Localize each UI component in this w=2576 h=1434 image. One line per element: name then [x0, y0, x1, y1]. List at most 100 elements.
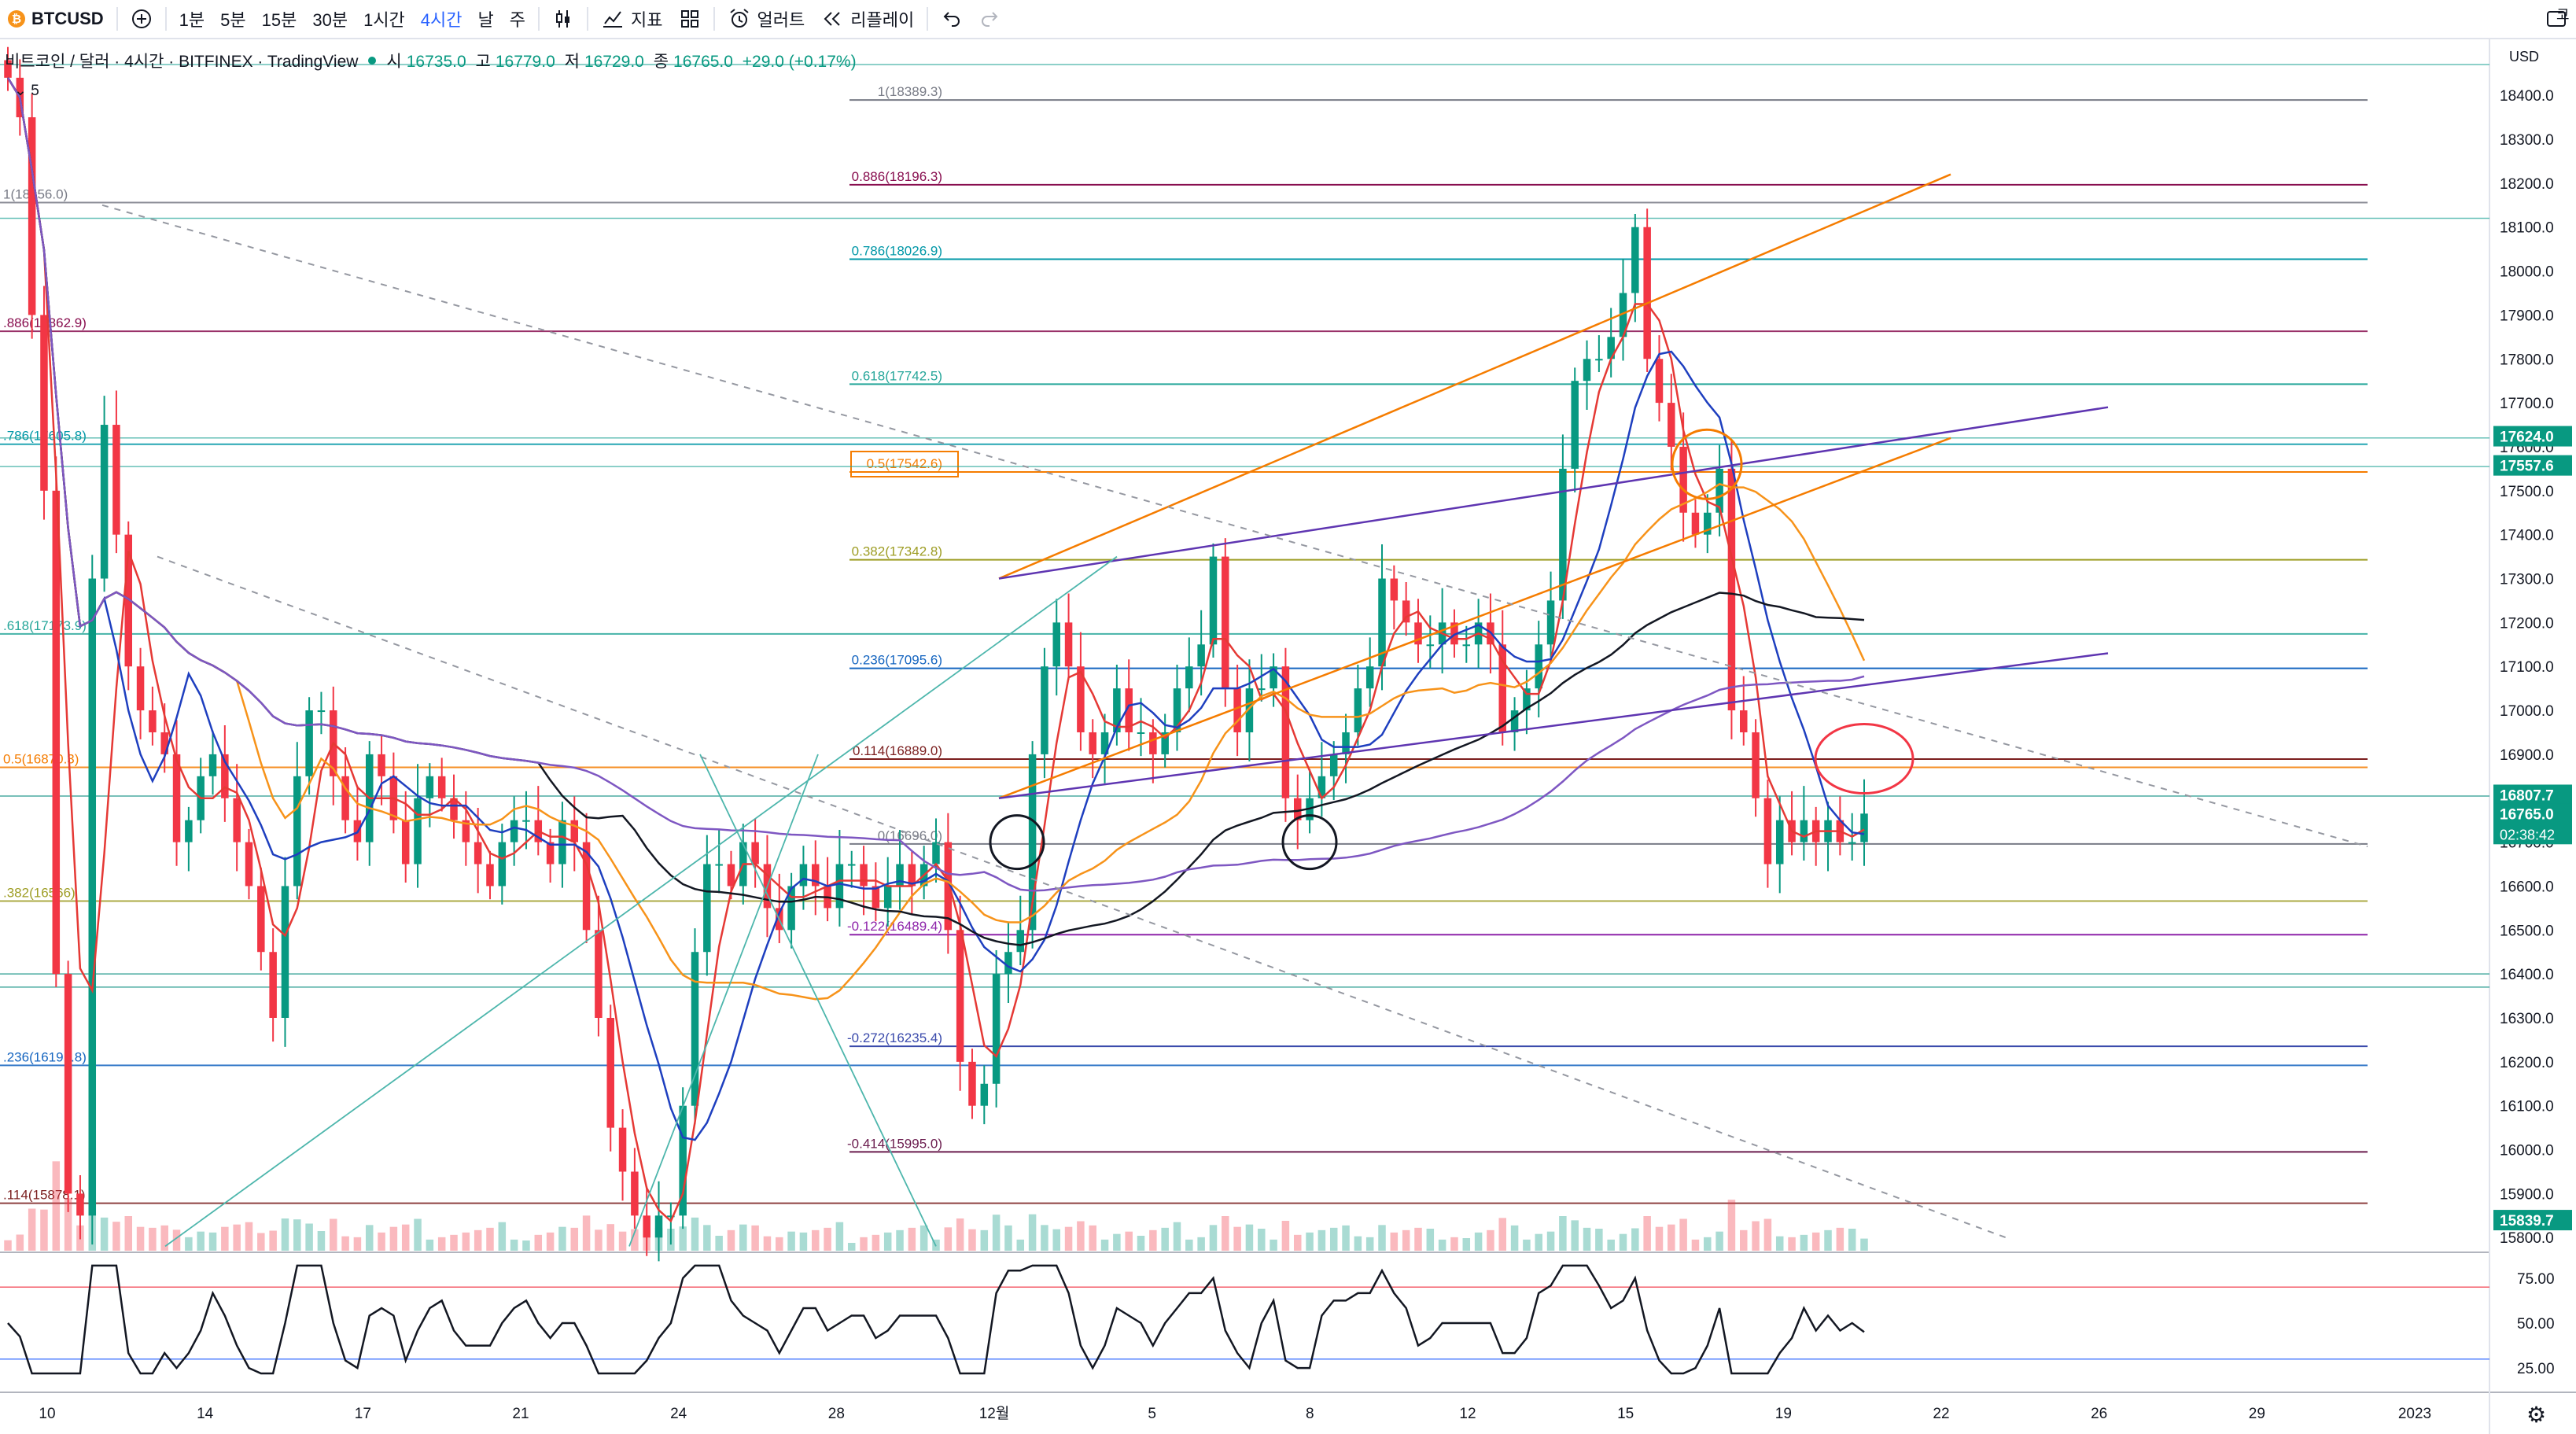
- candle-body: [1691, 512, 1700, 535]
- indicators-button[interactable]: 지표: [593, 0, 670, 39]
- candle-body: [1655, 359, 1664, 404]
- fib-level-label-left: .382(16566): [3, 885, 76, 900]
- volume-bar: [787, 1231, 795, 1251]
- compare-button[interactable]: [123, 0, 160, 39]
- candle-body: [124, 534, 132, 667]
- price-tick-label: 16900.0: [2500, 747, 2554, 764]
- grid-icon: [680, 10, 698, 28]
- fib-level-label: -0.272(16235.4): [847, 1030, 942, 1045]
- volume-bar: [197, 1231, 205, 1251]
- high-value: 16779.0: [495, 53, 555, 71]
- timeframe-30m[interactable]: 30분: [312, 10, 348, 30]
- volume-bar: [1222, 1216, 1229, 1251]
- volume-bar: [751, 1225, 759, 1251]
- volume-bar: [76, 1225, 84, 1251]
- fib-level-label-left: .618(17173.9): [3, 618, 87, 633]
- volume-bar: [1402, 1229, 1410, 1251]
- price-tick-label: 17300.0: [2500, 572, 2554, 588]
- candle-body: [992, 974, 1001, 1084]
- volume-bar: [16, 1234, 24, 1251]
- price-tick-label: 18400.0: [2500, 88, 2554, 105]
- volume-bar: [221, 1226, 229, 1251]
- candle-body: [426, 776, 434, 798]
- volume-bar: [1487, 1229, 1494, 1251]
- candle-body: [1258, 688, 1266, 691]
- volume-bar: [462, 1232, 470, 1251]
- volume-bar: [1113, 1233, 1121, 1251]
- volume-bar: [1836, 1227, 1844, 1251]
- price-tick-label: 16200.0: [2500, 1055, 2554, 1071]
- volume-bar: [1510, 1225, 1519, 1251]
- volume-bar: [1041, 1225, 1048, 1251]
- volume-bar: [715, 1236, 723, 1251]
- chart-type-button[interactable]: [544, 0, 582, 39]
- alerts-button[interactable]: 얼러트: [720, 0, 813, 39]
- timeframe-4h[interactable]: 4시간: [420, 10, 463, 30]
- timeframe-day[interactable]: 날: [477, 10, 494, 30]
- purple-channel-lower: [998, 652, 2109, 799]
- settings-gear-icon[interactable]: ⚙: [2526, 1403, 2547, 1427]
- fullscreen-button[interactable]: [2537, 0, 2576, 39]
- volume-bar: [643, 1229, 650, 1251]
- volume-bar: [1161, 1227, 1169, 1251]
- volume-bar: [378, 1232, 385, 1251]
- volume-bar: [1028, 1214, 1037, 1251]
- low-label: 저: [564, 53, 580, 71]
- templates-button[interactable]: [671, 0, 709, 39]
- candle-body: [1342, 732, 1350, 754]
- candle-body: [149, 710, 157, 732]
- time-tick-label: 10: [39, 1406, 55, 1422]
- candle-body: [727, 864, 735, 887]
- candle-body: [812, 864, 820, 887]
- redo-button[interactable]: [971, 0, 1008, 39]
- price-chart[interactable]: 18400.0 18300.0 18200.0 18100.0 18000.0 17900…: [0, 39, 2576, 1434]
- timeframe-15m[interactable]: 15분: [261, 10, 297, 30]
- candle-body: [1775, 820, 1784, 864]
- change-value: +29.0 (+0.17%): [742, 53, 857, 71]
- volume-bar: [1704, 1237, 1712, 1251]
- volume-bar: [919, 1225, 928, 1251]
- volume-bar: [1390, 1232, 1399, 1251]
- pitchfork-line: [628, 754, 819, 1247]
- timeframe-5m[interactable]: 5분: [220, 10, 246, 30]
- candle-body: [968, 1061, 976, 1106]
- timeframe-week[interactable]: 주: [509, 10, 526, 30]
- volume-bar: [317, 1231, 326, 1251]
- volume-bar: [1583, 1227, 1591, 1251]
- volume-bar: [799, 1232, 808, 1251]
- candle-body: [112, 425, 120, 535]
- candle-body: [1715, 468, 1723, 513]
- candle-body: [257, 886, 265, 953]
- volume-bar: [824, 1227, 831, 1251]
- price-tick-label: 17100.0: [2500, 659, 2554, 676]
- fib-level-label: 0.114(16889.0): [853, 743, 942, 758]
- volume-bar: [763, 1236, 772, 1251]
- replay-button[interactable]: 리플레이: [813, 0, 922, 39]
- candle-body: [715, 864, 723, 866]
- volume-bar: [233, 1224, 241, 1251]
- price-tick-label: 18300.0: [2500, 132, 2554, 149]
- volume-bar: [1559, 1216, 1567, 1251]
- indicator-count[interactable]: ⌄ 5: [14, 83, 39, 99]
- candle-body: [40, 315, 48, 491]
- candle-body: [1113, 688, 1121, 732]
- candle-body: [1354, 688, 1362, 732]
- timeframe-1h[interactable]: 1시간: [363, 10, 405, 30]
- time-tick-label: 22: [1933, 1406, 1949, 1422]
- candle-body: [872, 886, 880, 909]
- volume-bar: [812, 1229, 820, 1251]
- symbol-search[interactable]: ₿ BTCUSD: [0, 0, 112, 39]
- undo-button[interactable]: [933, 0, 971, 39]
- time-tick-label: 26: [2091, 1406, 2107, 1422]
- candle-body: [1209, 556, 1218, 645]
- price-tick-label: 17400.0: [2500, 528, 2554, 544]
- candle-body: [1848, 842, 1856, 844]
- time-tick-label: 24: [670, 1406, 687, 1422]
- currency-label: USD: [2509, 49, 2540, 65]
- volume-bar: [1342, 1225, 1350, 1251]
- candle-body: [28, 117, 36, 315]
- alerts-label: 얼러트: [757, 10, 805, 30]
- volume-bar: [1571, 1220, 1579, 1251]
- timeframe-1m[interactable]: 1분: [179, 10, 205, 30]
- candle-body: [378, 754, 385, 776]
